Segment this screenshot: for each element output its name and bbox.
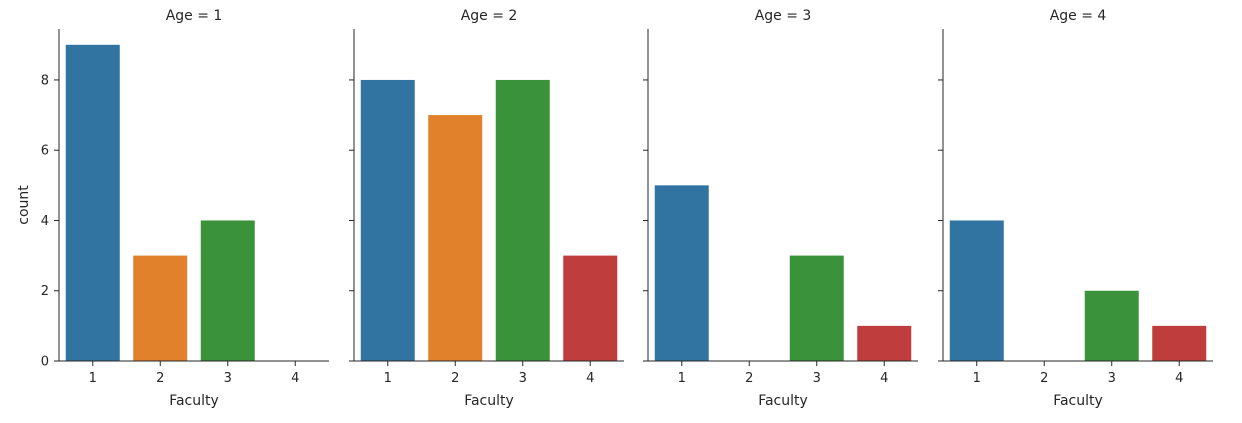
x-tick-label: 4 <box>880 371 888 386</box>
bar-age1-faculty-1 <box>65 44 120 362</box>
panel-title-2: Age = 2 <box>461 8 518 24</box>
bar-age2-faculty-3 <box>495 79 550 361</box>
x-axis-label-panel-1: Faculty <box>169 393 219 409</box>
bar-age4-faculty-3 <box>1084 290 1139 361</box>
x-axis-label-panel-3: Faculty <box>758 393 808 409</box>
x-tick-label: 3 <box>519 371 527 386</box>
x-tick-label: 3 <box>224 371 232 386</box>
bar-age2-faculty-4 <box>563 255 618 361</box>
bar-age2-faculty-2 <box>428 115 483 361</box>
x-tick-label: 1 <box>89 371 97 386</box>
bar-age1-faculty-2 <box>133 255 188 361</box>
y-axis-label: count <box>16 185 32 225</box>
x-tick-label: 2 <box>1040 371 1048 386</box>
x-tick-label: 4 <box>1175 371 1183 386</box>
bar-age3-faculty-4 <box>857 325 912 361</box>
panel-title-1: Age = 1 <box>166 8 223 24</box>
y-tick-label: 4 <box>41 214 49 229</box>
x-tick-label: 4 <box>291 371 299 386</box>
x-tick-label: 2 <box>745 371 753 386</box>
bar-age3-faculty-3 <box>789 255 844 361</box>
bar-age4-faculty-4 <box>1152 325 1207 361</box>
x-tick-label: 4 <box>586 371 594 386</box>
bar-age4-faculty-1 <box>949 220 1004 361</box>
x-tick-label: 2 <box>156 371 164 386</box>
bar-age1-faculty-3 <box>200 220 255 361</box>
panel-title-3: Age = 3 <box>755 8 812 24</box>
bar-age3-faculty-1 <box>654 185 709 361</box>
y-tick-label: 6 <box>41 144 49 159</box>
x-tick-label: 3 <box>813 371 821 386</box>
bar-age2-faculty-1 <box>360 79 415 361</box>
x-axis-label-panel-2: Faculty <box>464 393 514 409</box>
x-tick-label: 1 <box>973 371 981 386</box>
panel-title-4: Age = 4 <box>1050 8 1107 24</box>
y-tick-label: 0 <box>41 355 49 370</box>
x-tick-label: 2 <box>451 371 459 386</box>
x-tick-label: 1 <box>678 371 686 386</box>
x-tick-label: 3 <box>1108 371 1116 386</box>
y-tick-label: 2 <box>41 284 49 299</box>
y-tick-label: 8 <box>41 73 49 88</box>
x-tick-label: 1 <box>384 371 392 386</box>
x-axis-label-panel-4: Faculty <box>1053 393 1103 409</box>
